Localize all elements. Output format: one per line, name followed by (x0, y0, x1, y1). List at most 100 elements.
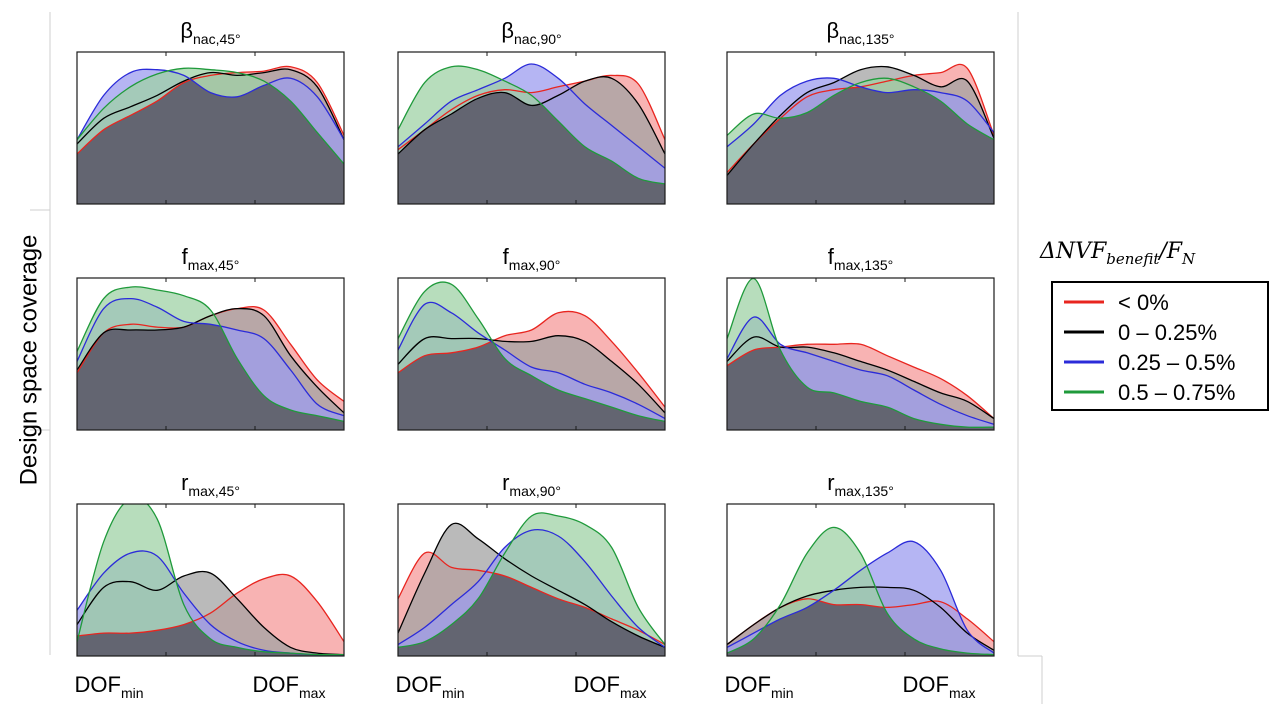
panel-plot-area (398, 512, 665, 656)
panel-title: rmax,45° (181, 470, 240, 499)
x-tick-label-subscript: max (949, 685, 975, 701)
series-line-2 (727, 586, 994, 651)
panel-grid: βnac,45° βnac,90° βnac,135°fmax,45° fmax,90… (76, 18, 995, 657)
legend-title-base: NVF (1055, 239, 1107, 264)
x-tick-label-max: DOFmax (253, 672, 326, 701)
panel-frame (397, 277, 666, 431)
y-axis-label: Design space coverage (15, 235, 42, 486)
series-line-4 (727, 278, 994, 428)
series-line-3 (398, 528, 665, 648)
panel-frame (397, 503, 666, 657)
series-line-4 (727, 77, 994, 141)
legend-title: ΔNVFbenefit/FN (1039, 239, 1196, 268)
panel-title: rmax,90° (502, 470, 561, 499)
series-line-2 (77, 570, 344, 656)
panel-title: rmax,135° (827, 470, 894, 499)
x-tick-label-min: DOFmin (724, 672, 793, 701)
legend-title-sub: benefit (1106, 250, 1160, 268)
panel-title-subscript: max,45° (188, 483, 240, 499)
legend-title-f-sub: N (1181, 250, 1196, 268)
panel-title-base: β (180, 18, 193, 43)
panel-plot-area (727, 278, 994, 430)
x-tick-labels: DOFmin DOFmax DOFmin DOFmax DOFmin DOFmax (74, 672, 975, 701)
series-line-3 (77, 297, 344, 417)
panel-title-subscript: max,45° (188, 257, 240, 273)
legend-title-f: F (1166, 239, 1183, 264)
legend-entry-label: < 0% (1118, 290, 1169, 315)
panel-title: fmax,135° (828, 244, 893, 273)
series-line-3 (398, 301, 665, 420)
panel-1: βnac,45° (76, 18, 345, 205)
series-line-3 (727, 316, 994, 425)
x-tick-label-min: DOFmin (395, 672, 464, 701)
panel-7: rmax,45° (76, 470, 345, 657)
panel-frame (76, 503, 345, 657)
legend: ΔNVFbenefit/FN < 0% 0 – 0.25% 0.25 – 0.5% 0.… (1039, 239, 1269, 411)
legend-box (1051, 281, 1269, 411)
x-tick-label-max: DOFmax (574, 672, 647, 701)
panel-title-base: β (826, 18, 839, 43)
x-tick-label-subscript: min (121, 685, 144, 701)
series-line-1 (398, 74, 665, 151)
panel-title-subscript: nac,135° (839, 31, 894, 47)
panel-frame (76, 277, 345, 431)
legend-title-slash: / (1157, 239, 1169, 264)
x-tick-label-base: DOF (903, 672, 949, 697)
panel-plot-area (398, 63, 665, 204)
panel-plot-area (77, 65, 344, 204)
x-tick-label-subscript: max (299, 685, 325, 701)
series-line-2 (398, 76, 665, 155)
series-line-2 (77, 68, 344, 145)
panel-plot-area (727, 63, 994, 204)
panel-title: fmax,45° (182, 244, 240, 273)
panel-8: rmax,90° (397, 470, 666, 657)
x-tick-label-base: DOF (724, 672, 770, 697)
panel-title-base: r (502, 470, 509, 495)
legend-entry-label: 0.25 – 0.5% (1118, 350, 1235, 375)
series-line-3 (398, 63, 665, 169)
panel-plot-area (398, 281, 665, 430)
series-line-1 (398, 310, 665, 408)
legend-title-delta: Δ (1039, 239, 1056, 264)
panel-frame (397, 51, 666, 205)
panel-2: βnac,90° (397, 18, 666, 205)
x-tick-label-base: DOF (395, 672, 441, 697)
panel-frame (726, 51, 995, 205)
series-line-2 (727, 65, 994, 176)
panel-title-subscript: max,90° (509, 257, 561, 273)
series-line-1 (727, 342, 994, 420)
series-line-4 (398, 281, 665, 423)
x-tick-label-subscript: max (620, 685, 646, 701)
series-line-4 (398, 65, 665, 185)
x-tick-label-subscript: min (771, 685, 794, 701)
panel-plot-area (77, 286, 344, 430)
panel-title-base: f (182, 244, 189, 269)
series-line-1 (77, 65, 344, 155)
series-line-4 (77, 286, 344, 423)
x-tick-label-base: DOF (574, 672, 620, 697)
panel-frame (726, 503, 995, 657)
series-area-4 (77, 504, 344, 656)
panel-title: βnac,135° (826, 18, 894, 47)
series-line-3 (77, 68, 344, 141)
legend-entry-label: 0.5 – 0.75% (1118, 380, 1235, 405)
panel-title-subscript: max,135° (835, 483, 894, 499)
series-line-2 (398, 522, 665, 648)
panel-frame (76, 51, 345, 205)
series-line-4 (77, 504, 344, 656)
panel-title: βnac,90° (501, 18, 561, 47)
panel-title-subscript: nac,90° (514, 31, 562, 47)
figure-frame (30, 12, 1043, 704)
series-line-4 (77, 67, 344, 165)
panel-title-subscript: max,135° (834, 257, 893, 273)
panel-title: βnac,45° (180, 18, 240, 47)
panel-frame (726, 277, 995, 431)
panel-title-base: f (503, 244, 510, 269)
panel-9: rmax,135° (726, 470, 995, 657)
panel-title-base: r (181, 470, 188, 495)
x-tick-label-min: DOFmin (74, 672, 143, 701)
panel-3: βnac,135° (726, 18, 995, 205)
x-tick-label-base: DOF (253, 672, 299, 697)
panel-title-subscript: max,90° (509, 483, 561, 499)
